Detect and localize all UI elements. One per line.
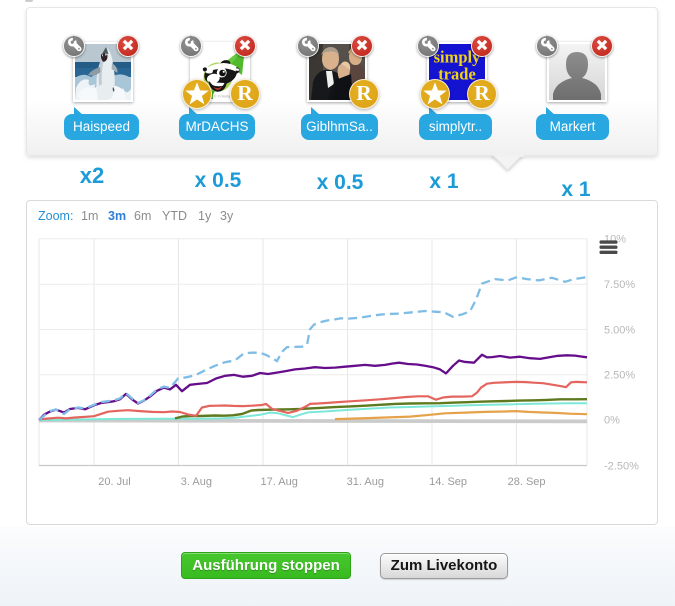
svg-text:2.50%: 2.50% (604, 370, 635, 382)
svg-text:trade: trade (438, 65, 476, 84)
svg-text:17. Aug: 17. Aug (261, 476, 298, 488)
svg-text:0%: 0% (604, 415, 620, 427)
svg-text:20. Jul: 20. Jul (98, 476, 130, 488)
svg-text:3. Aug: 3. Aug (181, 476, 212, 488)
svg-text:-2.50%: -2.50% (604, 460, 639, 472)
svg-text:31. Aug: 31. Aug (347, 476, 384, 488)
svg-text:14. Sep: 14. Sep (429, 476, 467, 488)
svg-text:© Fotolia: © Fotolia (214, 94, 231, 99)
svg-text:10%: 10% (604, 234, 626, 246)
svg-text:5.00%: 5.00% (604, 324, 635, 336)
svg-text:simply: simply (434, 48, 482, 67)
svg-text:28. Sep: 28. Sep (508, 476, 546, 488)
svg-text:7.50%: 7.50% (604, 279, 635, 291)
